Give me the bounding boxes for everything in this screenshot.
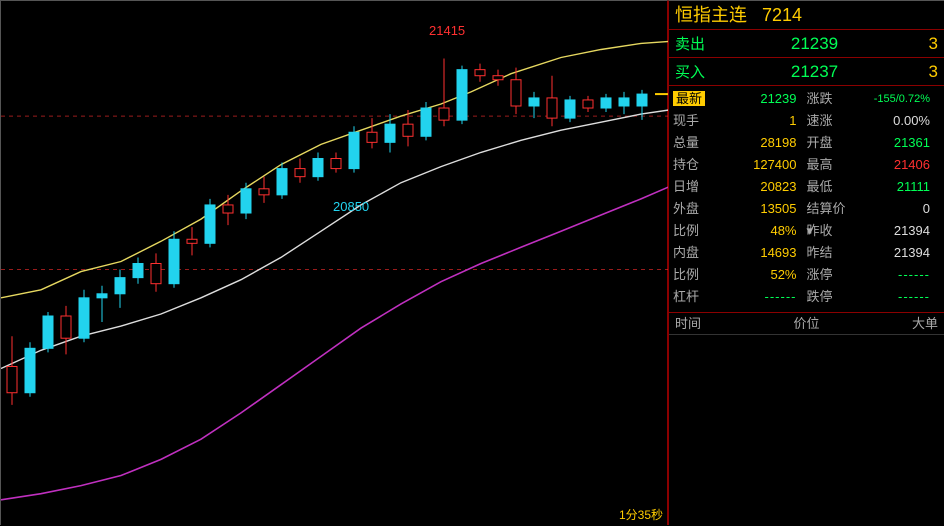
sell-row[interactable]: 卖出 21239 3 (669, 30, 944, 58)
stat-value: 20823 (715, 176, 807, 198)
price-annotation: 21415 (429, 23, 465, 38)
trades-col-time: 时间 (675, 313, 763, 334)
trades-header: 时间 价位 大单 (669, 313, 944, 335)
stat-label: 昨收 (807, 220, 849, 242)
stat-value: 14693 (715, 242, 807, 264)
stat-row: 持仓127400最高21406 (673, 154, 940, 176)
stat-row: 杠杆------跌停------ (673, 286, 940, 308)
stat-label: 现手 (673, 110, 715, 132)
stat-label: 杠杆 (673, 286, 715, 308)
price-annotation: 20850 (333, 199, 369, 214)
stat-value: 21394 (849, 242, 941, 264)
stat-value: 21406 (849, 154, 941, 176)
stat-value: ------ (715, 286, 807, 308)
trades-col-big: 大单 (850, 313, 938, 334)
stat-label: 结算价 ▾ (807, 198, 849, 220)
stat-label: 比例 (673, 264, 715, 286)
stat-label: 昨结 (807, 242, 849, 264)
trades-col-price: 价位 (763, 313, 851, 334)
stat-label: 跌停 (807, 286, 849, 308)
stat-row: 日增20823最低21111 (673, 176, 940, 198)
sell-qty: 3 (898, 34, 938, 54)
stat-label: 日增 (673, 176, 715, 198)
stat-value: -155/0.72% (849, 88, 941, 110)
stat-value: 13505 (715, 198, 807, 220)
stat-value: 21361 (849, 132, 941, 154)
stat-row: 比例48%昨收21394 (673, 220, 940, 242)
stat-label: 外盘 (673, 198, 715, 220)
quote-panel: 恒指主连 7214 卖出 21239 3 买入 21237 3 最新21239涨… (668, 0, 944, 525)
sell-price: 21239 (731, 34, 898, 54)
stat-value: 21239 (715, 88, 807, 110)
stat-value: 28198 (715, 132, 807, 154)
stat-value: 21394 (849, 220, 941, 242)
stat-row: 外盘13505结算价 ▾0 (673, 198, 940, 220)
stat-label: 总量 (673, 132, 715, 154)
stat-value: ------ (849, 264, 941, 286)
stat-row: 最新21239涨跌-155/0.72% (673, 88, 940, 110)
stat-label: 速涨 (807, 110, 849, 132)
stat-label: 涨跌 (807, 88, 849, 110)
stat-label: 最低 (807, 176, 849, 198)
stats-grid: 最新21239涨跌-155/0.72%现手1速涨0.00%总量28198开盘21… (669, 86, 944, 313)
stat-row: 内盘14693昨结21394 (673, 242, 940, 264)
stat-value: ------ (849, 286, 941, 308)
stat-label: 开盘 (807, 132, 849, 154)
buy-qty: 3 (898, 62, 938, 82)
stat-value: 1 (715, 110, 807, 132)
countdown-timer: 1分35秒 (619, 506, 663, 523)
stat-value: 48% (715, 220, 807, 242)
stat-value: 0 (849, 198, 941, 220)
buy-price: 21237 (731, 62, 898, 82)
stat-row: 比例52%涨停------ (673, 264, 940, 286)
stat-row: 总量28198开盘21361 (673, 132, 940, 154)
stat-label: 内盘 (673, 242, 715, 264)
stat-label: 比例 (673, 220, 715, 242)
stat-label: 最新 (673, 88, 715, 110)
stat-value: 127400 (715, 154, 807, 176)
instrument-name: 恒指主连 (675, 5, 747, 25)
stat-row: 现手1速涨0.00% (673, 110, 940, 132)
instrument-code: 7214 (762, 5, 802, 25)
stat-value: 52% (715, 264, 807, 286)
stat-label: 最高 (807, 154, 849, 176)
buy-label: 买入 (675, 61, 731, 82)
stat-value: 21111 (849, 176, 941, 198)
candlestick-chart[interactable]: 1分35秒 21415 20850 (0, 0, 668, 525)
panel-title: 恒指主连 7214 (669, 1, 944, 30)
stat-label: 涨停 (807, 264, 849, 286)
stat-label: 持仓 (673, 154, 715, 176)
buy-row[interactable]: 买入 21237 3 (669, 58, 944, 86)
stat-value: 0.00% (849, 110, 941, 132)
sell-label: 卖出 (675, 33, 731, 54)
